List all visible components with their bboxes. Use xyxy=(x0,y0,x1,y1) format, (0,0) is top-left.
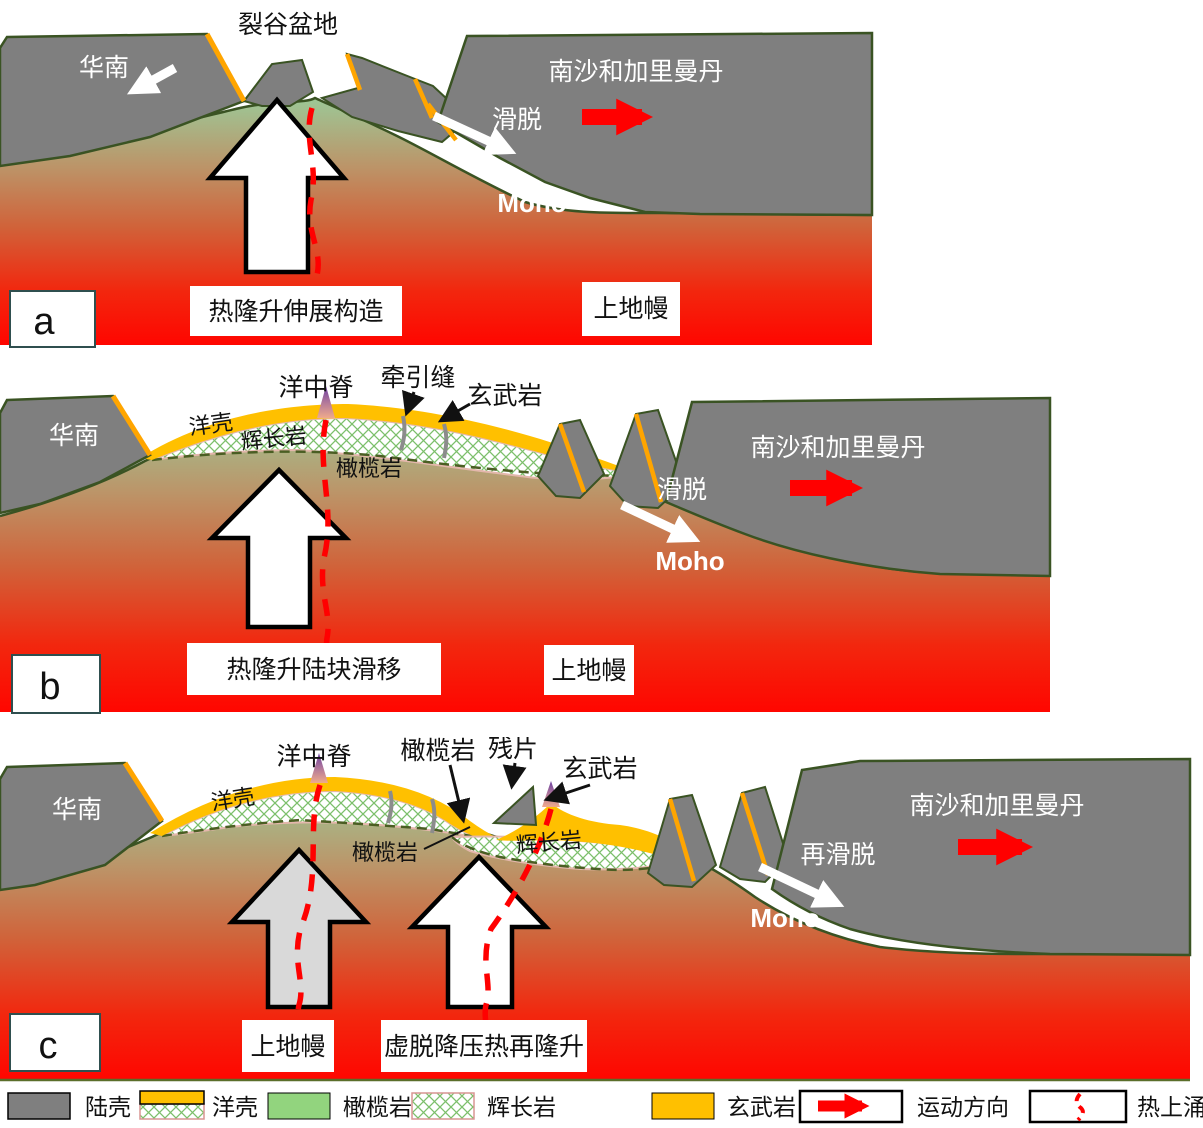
peridotite-label-b: 橄榄岩 xyxy=(336,456,402,481)
fault-line xyxy=(633,413,664,503)
basalt-label-b: 玄武岩 xyxy=(467,382,542,410)
ridge-label-b: 洋中脊 xyxy=(278,374,353,402)
legend-label-continental: 陆壳 xyxy=(85,1094,131,1120)
remnant-fragment xyxy=(491,784,538,827)
gabbro-label-c: 辉长岩 xyxy=(515,827,583,858)
upper-mantle-box-b xyxy=(544,645,634,695)
moho-label-b: Moho xyxy=(655,546,724,576)
dike-line xyxy=(399,415,407,451)
upwelling-block-arrow-c-gray xyxy=(226,846,372,1010)
upper-mantle-label-b: 上地幔 xyxy=(551,657,626,685)
mid-ocean-ridge-peak-b xyxy=(317,386,335,418)
fault-line xyxy=(667,798,697,882)
panel-a: 裂谷盆地 华南 南沙和加里曼丹 滑脱 Moho 热隆升伸展构造 上地幔 a xyxy=(0,11,874,348)
nansha-block-c xyxy=(770,757,1192,957)
peridotite-lower-label: 橄榄岩 xyxy=(352,840,418,865)
upper-mantle-label-c: 上地幔 xyxy=(250,1033,325,1061)
peridotite-upper-label: 橄榄岩 xyxy=(400,737,475,765)
process-label-box-b xyxy=(187,643,441,695)
peridotite-upper-pointer xyxy=(446,764,471,824)
fault-line xyxy=(344,53,363,91)
upper-mantle-box-c xyxy=(242,1020,334,1072)
basalt-pointer-b xyxy=(437,400,471,423)
ridge-remnant-peak-c2 xyxy=(542,781,560,807)
legend-label-upwelling: 热上涌 xyxy=(1137,1094,1203,1120)
process-label-c: 虚脱降压热再隆升 xyxy=(384,1033,584,1061)
rift-basin-label: 裂谷盆地 xyxy=(238,11,338,39)
legend-label-peridotite: 橄榄岩 xyxy=(343,1094,412,1120)
moho-label-c: Moho xyxy=(750,903,819,933)
panel-letter-box-a xyxy=(9,290,96,348)
heat-upwelling-dashes-c2 xyxy=(482,808,554,1046)
legend-swatch-peridotite xyxy=(267,1092,331,1120)
south-china-label-c: 华南 xyxy=(52,796,102,824)
dike-line xyxy=(430,798,437,834)
remnant-label: 残片 xyxy=(488,737,538,763)
process-label-a: 热隆升伸展构造 xyxy=(208,298,383,326)
fault-line xyxy=(739,792,771,876)
heat-upwelling-dashes-b xyxy=(319,419,333,673)
mid-ocean-ridge-peak-c1 xyxy=(310,753,328,783)
south-china-motion-arrow xyxy=(126,64,178,95)
process-label-box-c xyxy=(381,1020,587,1072)
legend-swatch-continental xyxy=(7,1092,71,1120)
detachment-label-b: 滑脱 xyxy=(657,476,707,504)
panel-c: 洋中脊 橄榄岩 残片 玄武岩 洋壳 橄榄岩 辉长岩 华南 南沙和加里曼丹 再滑脱… xyxy=(0,737,1192,1082)
panel-letter-box-c xyxy=(9,1013,101,1072)
nansha-block xyxy=(436,31,874,217)
dike-line xyxy=(442,423,449,459)
basalt-label-c: 玄武岩 xyxy=(562,755,637,783)
fault-line xyxy=(557,423,587,493)
panel-letter-c: c xyxy=(39,1025,58,1067)
fault-line xyxy=(412,78,435,119)
legend-swatch-gabbro xyxy=(411,1092,475,1120)
detachment-arrow-a xyxy=(432,111,517,155)
fault-line xyxy=(110,394,153,457)
upper-mantle-box-a xyxy=(582,282,680,336)
legend-label-motion: 运动方向 xyxy=(917,1094,1009,1120)
re-detachment-arrow xyxy=(758,862,845,908)
ridge-label-c: 洋中脊 xyxy=(276,743,351,771)
basalt-pointer-c xyxy=(543,781,591,805)
oceanic-crust-label-b: 洋壳 xyxy=(187,409,234,440)
drag-fissure-pointer xyxy=(402,389,425,417)
panel-letter-b: b xyxy=(39,666,60,708)
legend-label-basalt: 玄武岩 xyxy=(727,1094,796,1120)
legend-swatch-basalt xyxy=(651,1092,715,1120)
legend-label-oceanic: 洋壳 xyxy=(212,1094,258,1120)
upwelling-block-arrow-b xyxy=(206,466,352,630)
detachment-arrow-b xyxy=(620,500,701,543)
basalt-band-c1 xyxy=(150,777,498,838)
legend: 陆壳 洋壳 橄榄岩 辉长岩 玄武岩 运动方向 热上涌 xyxy=(7,1089,1203,1124)
fault-line xyxy=(122,761,165,823)
moho-label-a: Moho xyxy=(497,188,566,218)
panel-b: 洋中脊 牵引缝 玄武岩 洋壳 辉长岩 橄榄岩 华南 南沙和加里曼丹 滑脱 Moh… xyxy=(0,364,1052,714)
legend-swatch-upwelling xyxy=(1028,1089,1128,1124)
legend-label-gabbro: 辉长岩 xyxy=(487,1094,556,1120)
fault-line xyxy=(204,32,247,103)
legend-swatch-motion xyxy=(798,1089,904,1124)
dike-line xyxy=(386,790,394,824)
remnant-pointer xyxy=(502,762,527,790)
nansha-label-b: 南沙和加里曼丹 xyxy=(750,434,925,462)
detachment-label-a: 滑脱 xyxy=(492,106,542,134)
upper-mantle-label-a: 上地幔 xyxy=(593,295,668,323)
peridotite-lower-pointer xyxy=(423,826,471,850)
nansha-label-c: 南沙和加里曼丹 xyxy=(909,792,1084,820)
rift-basin-block-left xyxy=(242,58,315,107)
panel-letter-box-b xyxy=(11,654,101,714)
nansha-label: 南沙和加里曼丹 xyxy=(548,58,723,86)
panel-letter-a: a xyxy=(33,301,55,343)
process-label-box-a xyxy=(190,286,402,336)
drag-fissure-label: 牵引缝 xyxy=(380,364,455,392)
south-china-label: 华南 xyxy=(79,54,129,82)
re-detachment-label: 再滑脱 xyxy=(800,841,875,869)
south-china-label-b: 华南 xyxy=(49,422,99,450)
process-label-b: 热隆升陆块滑移 xyxy=(226,656,401,684)
legend-swatch-oceanic xyxy=(139,1090,205,1120)
